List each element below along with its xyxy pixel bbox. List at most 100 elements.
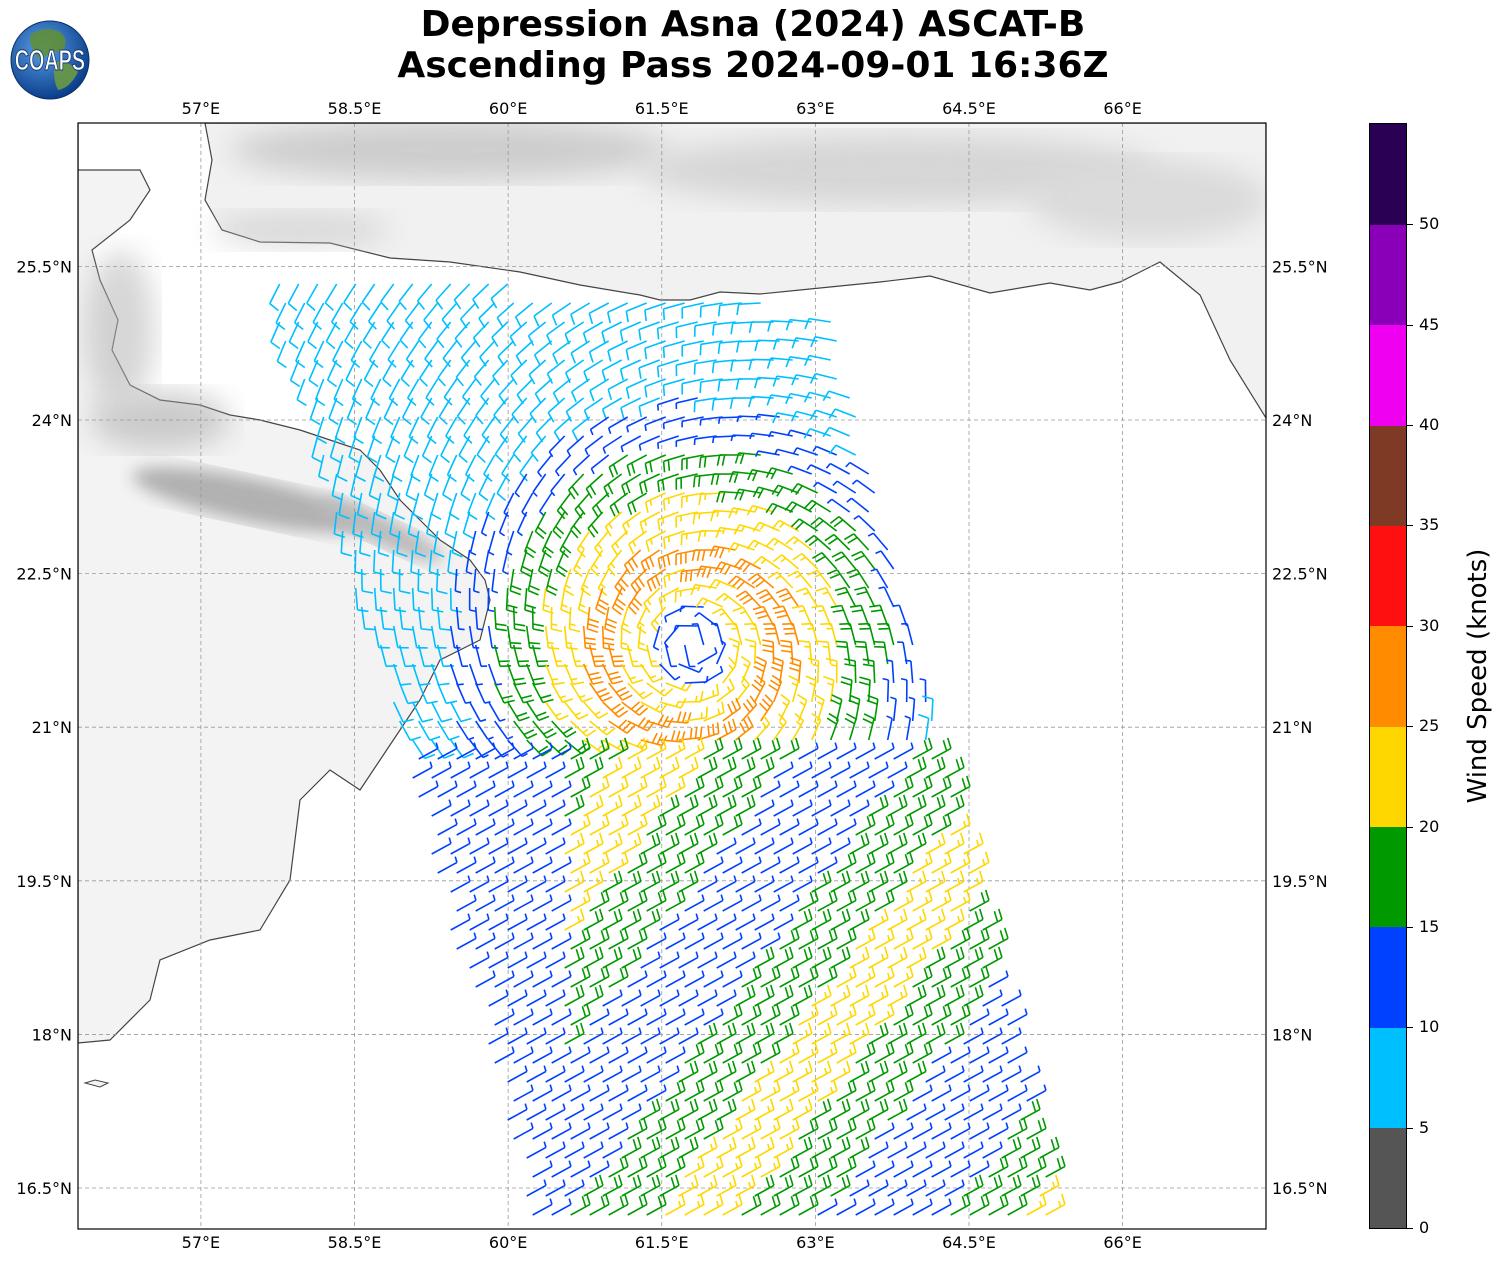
wind-barb bbox=[646, 568, 667, 592]
wind-barb bbox=[798, 1155, 819, 1178]
wind-barb bbox=[399, 321, 414, 349]
wind-barb bbox=[741, 775, 762, 798]
wind-barb bbox=[475, 970, 496, 988]
wind-barb bbox=[684, 1079, 705, 1102]
wind-barb bbox=[487, 587, 495, 613]
wind-barb bbox=[931, 1160, 952, 1178]
wind-barb bbox=[460, 340, 477, 367]
wind-barb bbox=[722, 737, 743, 760]
wind-barb bbox=[494, 856, 515, 874]
wind-barb bbox=[468, 701, 487, 723]
wind-barb bbox=[893, 604, 908, 627]
wind-barb bbox=[379, 568, 392, 594]
wind-barb bbox=[969, 1122, 990, 1140]
wind-barb bbox=[836, 889, 857, 912]
wind-barb bbox=[684, 970, 705, 988]
wind-barb bbox=[722, 1079, 743, 1102]
wind-barb bbox=[621, 701, 649, 716]
wind-barb bbox=[817, 965, 838, 988]
wind-barb bbox=[874, 1003, 895, 1026]
wind-barb bbox=[627, 587, 643, 615]
wind-barb bbox=[740, 655, 752, 684]
wind-barb bbox=[455, 606, 465, 631]
wind-barb bbox=[446, 454, 458, 483]
wind-barb bbox=[343, 283, 357, 311]
wind-barb bbox=[912, 1041, 933, 1064]
wind-barb bbox=[608, 851, 629, 874]
wind-barb bbox=[532, 856, 553, 874]
wind-barb bbox=[520, 549, 533, 577]
map-title: Depression Asna (2024) ASCAT-B Ascending… bbox=[0, 4, 1506, 86]
wind-barb bbox=[646, 970, 667, 988]
wind-barb bbox=[803, 391, 831, 403]
wind-barb bbox=[627, 492, 648, 515]
wind-barb bbox=[589, 737, 610, 760]
colorbar-segment bbox=[1370, 826, 1406, 928]
wind-barb bbox=[722, 1193, 743, 1216]
wind-barb bbox=[400, 359, 414, 387]
wind-barb bbox=[722, 775, 743, 798]
wind-barb bbox=[855, 742, 876, 760]
wind-barb bbox=[392, 701, 414, 723]
wind-barb bbox=[431, 799, 452, 817]
wind-barb bbox=[468, 663, 483, 686]
wind-barb bbox=[830, 604, 851, 627]
wind-barb bbox=[414, 530, 427, 558]
wind-barb bbox=[703, 894, 724, 912]
wind-barb bbox=[418, 359, 433, 387]
wind-barb bbox=[608, 775, 629, 798]
wind-barb bbox=[391, 454, 403, 483]
wind-barb bbox=[817, 1041, 838, 1064]
wind-barb bbox=[507, 837, 528, 855]
wind-barb bbox=[545, 799, 566, 817]
wind-barb bbox=[931, 1003, 952, 1026]
wind-barb bbox=[874, 1160, 895, 1178]
wind-barb bbox=[822, 426, 850, 438]
wind-barb bbox=[570, 851, 591, 874]
wind-barb bbox=[646, 1155, 667, 1178]
wind-barb bbox=[790, 482, 819, 496]
wind-barb bbox=[468, 587, 476, 613]
wind-barb bbox=[475, 818, 496, 836]
wind-barb bbox=[537, 549, 551, 578]
wind-barb bbox=[332, 340, 344, 369]
wind-barb bbox=[969, 1008, 990, 1026]
wind-barb bbox=[912, 927, 933, 950]
wind-barb bbox=[950, 1084, 971, 1102]
wind-barb bbox=[488, 989, 509, 1007]
wind-barb bbox=[564, 908, 585, 931]
wind-barb bbox=[798, 927, 819, 950]
wind-barb bbox=[944, 1022, 965, 1045]
wind-barb bbox=[836, 1117, 857, 1140]
wind-barb bbox=[512, 682, 535, 704]
wind-barb bbox=[430, 492, 442, 521]
wind-barb bbox=[526, 951, 547, 969]
wind-barb bbox=[519, 454, 534, 482]
wind-barb bbox=[752, 521, 780, 532]
wind-barb bbox=[454, 568, 462, 594]
wind-barb bbox=[867, 532, 889, 551]
wind-barb bbox=[963, 1027, 984, 1045]
wind-barb bbox=[621, 1065, 642, 1083]
wind-barb bbox=[735, 837, 756, 855]
wind-barb bbox=[417, 606, 433, 631]
wind-barb bbox=[526, 1027, 547, 1045]
wind-barb bbox=[564, 1065, 585, 1083]
wind-barb bbox=[407, 511, 419, 539]
wind-barb bbox=[779, 1117, 800, 1140]
wind-barb bbox=[627, 813, 648, 836]
wind-barb bbox=[473, 359, 490, 386]
wind-barb bbox=[403, 435, 414, 464]
wind-barb bbox=[544, 625, 560, 650]
wind-barb bbox=[589, 1160, 610, 1178]
wind-barb bbox=[606, 302, 629, 324]
wind-barb bbox=[744, 638, 757, 665]
wind-barb bbox=[810, 712, 822, 741]
wind-barb bbox=[790, 410, 818, 422]
wind-barb bbox=[785, 536, 813, 551]
wind-barb bbox=[551, 932, 572, 950]
wind-barb bbox=[673, 624, 698, 632]
wind-barb bbox=[570, 889, 591, 912]
wind-barb bbox=[663, 568, 685, 588]
lon-tick-label-bottom: 58.5°E bbox=[328, 1233, 382, 1252]
